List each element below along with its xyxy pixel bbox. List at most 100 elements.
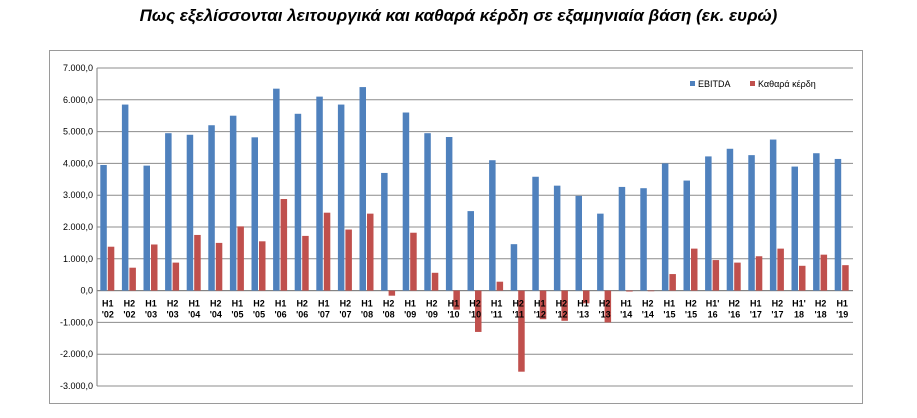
net-profit-bar xyxy=(669,274,676,291)
x-tick-label-year: '12 xyxy=(534,310,546,320)
net-profit-bar xyxy=(799,265,806,291)
x-tick-label-half: H1 xyxy=(534,299,546,309)
ebitda-bar xyxy=(424,133,431,291)
y-tick-label: 3.000,0 xyxy=(63,190,93,200)
y-tick-label: 5.000,0 xyxy=(63,127,93,137)
x-tick-label-half: H2 xyxy=(210,299,222,309)
net-profit-bar xyxy=(431,272,439,291)
x-tick-label-year: '03 xyxy=(145,310,157,320)
ebitda-bar xyxy=(597,213,604,291)
x-tick-label-half: H1 xyxy=(361,299,373,309)
x-tick-label-year: '11 xyxy=(491,310,503,320)
net-profit-bar xyxy=(496,281,504,291)
net-profit-bar xyxy=(194,234,201,291)
x-tick-label-year: '19 xyxy=(836,310,848,320)
x-tick-label-year: '06 xyxy=(275,310,287,320)
net-profit-bar xyxy=(647,290,655,292)
x-tick-label-half: H1 xyxy=(620,299,632,309)
x-tick-label-year: '02 xyxy=(123,310,135,320)
y-tick-label: -2.000,0 xyxy=(60,349,93,359)
ebitda-bar xyxy=(445,137,453,291)
net-profit-bar xyxy=(777,248,784,291)
net-profit-bar xyxy=(626,290,633,292)
net-profit-bar xyxy=(151,244,158,291)
ebitda-bar xyxy=(618,186,626,291)
x-tick-label-half: H1 xyxy=(577,299,589,309)
x-tick-label-year: '10 xyxy=(469,310,481,320)
ebitda-bar xyxy=(705,156,712,291)
x-tick-label-year: '03 xyxy=(167,310,179,320)
legend-label: EBITDA xyxy=(698,79,731,89)
y-tick-label: -1.000,0 xyxy=(60,317,93,327)
x-tick-label-half: H2 xyxy=(426,299,438,309)
net-profit-bar xyxy=(755,256,763,291)
ebitda-bar xyxy=(813,153,820,291)
net-profit-bar xyxy=(561,290,568,321)
x-tick-label-year: '13 xyxy=(599,310,611,320)
ebitda-bar xyxy=(165,133,172,291)
ebitda-bar xyxy=(661,163,669,291)
ebitda-bar xyxy=(359,87,366,291)
x-tick-label-half: H2 xyxy=(167,299,179,309)
x-tick-label-year: '14 xyxy=(642,310,654,320)
x-tick-label-half: H2 xyxy=(599,299,611,309)
x-tick-label-half: H2 xyxy=(253,299,265,309)
net-profit-bar xyxy=(345,229,352,291)
ebitda-bar xyxy=(229,115,237,291)
net-profit-bar xyxy=(388,290,396,296)
ebitda-bar xyxy=(402,112,410,291)
chart-frame xyxy=(49,50,863,404)
x-tick-label-half: H1 xyxy=(404,299,416,309)
x-tick-label-half: H2 xyxy=(296,299,308,309)
x-tick-label-half: H2 xyxy=(383,299,395,309)
ebitda-bar xyxy=(337,104,345,291)
net-profit-bar xyxy=(712,260,720,291)
x-tick-label-year: '15 xyxy=(685,310,697,320)
ebitda-bar xyxy=(489,160,496,291)
ebitda-bar xyxy=(121,104,129,291)
net-profit-bar xyxy=(215,242,223,291)
net-profit-bar xyxy=(280,199,288,291)
x-tick-label-half: H2 xyxy=(340,299,352,309)
x-tick-label-year: '17 xyxy=(771,310,783,320)
x-tick-label-year: 16 xyxy=(708,310,718,320)
x-tick-label-year: '08 xyxy=(383,310,395,320)
x-tick-label-half: H2 xyxy=(556,299,568,309)
net-profit-bar xyxy=(323,212,331,291)
net-profit-bar xyxy=(410,232,417,291)
ebitda-bar xyxy=(726,148,734,291)
x-tick-label-year: '18 xyxy=(815,310,827,320)
ebitda-bar xyxy=(467,211,474,291)
legend-swatch xyxy=(750,81,755,86)
x-tick-label-half: H1 xyxy=(318,299,330,309)
x-tick-label-year: '07 xyxy=(339,310,351,320)
ebitda-bar xyxy=(510,244,518,291)
x-tick-label-half: H1 xyxy=(275,299,287,309)
y-tick-label: 4.000,0 xyxy=(63,158,93,168)
net-profit-bar xyxy=(475,290,482,332)
ebitda-bar xyxy=(316,96,323,291)
x-tick-label-half: H1 xyxy=(664,299,676,309)
net-profit-bar xyxy=(129,267,136,291)
x-tick-label-year: '08 xyxy=(361,310,373,320)
x-tick-label-year: '09 xyxy=(426,310,438,320)
net-profit-bar xyxy=(518,290,525,372)
net-profit-bar xyxy=(539,290,547,320)
net-profit-bar xyxy=(107,246,115,291)
y-tick-label: -3.000,0 xyxy=(60,381,93,391)
ebitda-bar xyxy=(100,164,107,291)
x-tick-label-year: '17 xyxy=(750,310,762,320)
x-tick-label-year: '02 xyxy=(102,310,114,320)
x-tick-label-year: '10 xyxy=(447,310,459,320)
x-tick-label-half: H1 xyxy=(836,299,848,309)
x-tick-label-year: '14 xyxy=(620,310,632,320)
x-tick-label-year: '12 xyxy=(555,310,567,320)
x-tick-label-year: '05 xyxy=(253,310,265,320)
net-profit-bar xyxy=(367,213,374,291)
x-tick-label-year: '16 xyxy=(728,310,740,320)
x-tick-label-year: '09 xyxy=(404,310,416,320)
ebitda-bar xyxy=(208,125,215,291)
x-tick-label-half: H1 xyxy=(491,299,503,309)
x-tick-label-year: '05 xyxy=(231,310,243,320)
